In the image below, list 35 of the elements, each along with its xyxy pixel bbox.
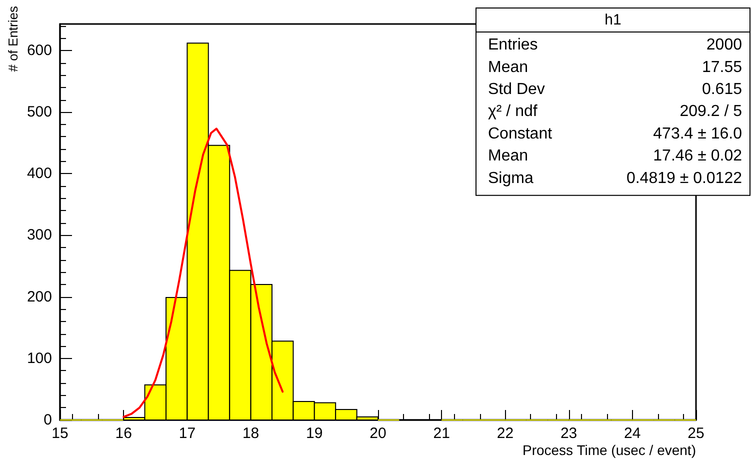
x-tick-label: 18 bbox=[242, 425, 260, 442]
x-tick-label: 24 bbox=[624, 425, 641, 442]
text: 0.615 bbox=[702, 81, 742, 98]
x-tick-label: 20 bbox=[370, 425, 386, 442]
y-tick-label: 600 bbox=[26, 42, 52, 59]
annotation: h1 bbox=[604, 12, 622, 28]
text: 17.55 bbox=[702, 58, 742, 76]
annotation: χ² / ndf bbox=[488, 103, 538, 120]
annotation: Std Dev bbox=[488, 81, 545, 98]
x-tick-label: 22 bbox=[496, 425, 514, 442]
x-tick-label: 21 bbox=[433, 425, 450, 442]
annotation: Mean bbox=[488, 58, 528, 76]
annotation: 0.4819 ± 0.0122 bbox=[626, 170, 742, 187]
text: 2000 bbox=[706, 36, 742, 54]
y-tick-label: 0 bbox=[44, 412, 52, 428]
y-tick-label: 500 bbox=[26, 104, 52, 121]
annotation: Entries bbox=[488, 36, 538, 54]
annotation: 17.46 ± 0.02 bbox=[653, 148, 742, 165]
x-tick-label: 17 bbox=[178, 425, 196, 442]
y-tick-label: 200 bbox=[26, 288, 52, 306]
y-tick-label: 400 bbox=[26, 165, 52, 182]
x-tick-label: 19 bbox=[306, 425, 323, 442]
y-tick-label: 300 bbox=[26, 226, 52, 244]
y-axis-title: # of Entries bbox=[6, 6, 20, 72]
annotation: Sigma bbox=[488, 170, 534, 187]
x-axis-title: Process Time (usec / event) bbox=[522, 442, 696, 458]
x-tick-label: 15 bbox=[52, 425, 68, 442]
annotation: Constant bbox=[488, 125, 553, 142]
y-tick-label: 100 bbox=[26, 350, 52, 367]
annotation: 473.4 ± 16.0 bbox=[653, 125, 742, 142]
x-tick-label: 25 bbox=[688, 425, 704, 442]
annotation: Mean bbox=[488, 148, 528, 165]
x-tick-label: 23 bbox=[560, 425, 578, 442]
x-tick-label: 16 bbox=[115, 425, 132, 442]
annotation: 209.2 / 5 bbox=[680, 103, 742, 120]
